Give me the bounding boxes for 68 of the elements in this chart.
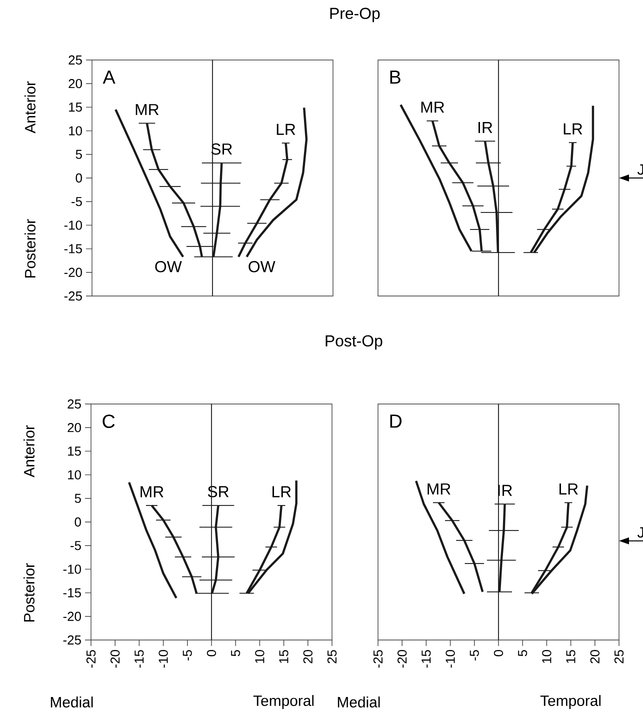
series-label: LR — [564, 123, 582, 134]
annotation: B — [390, 70, 400, 84]
y-tick-label: -15 — [64, 244, 82, 254]
series-label: MR — [428, 483, 450, 494]
x-tick-label: 5 — [231, 650, 240, 656]
x-tick-label: 15 — [566, 650, 576, 663]
text: Anterior — [24, 81, 36, 134]
series-label: LR — [560, 483, 578, 494]
x-tick-label: -15 — [422, 650, 431, 668]
y-tick-label: 25 — [68, 55, 82, 65]
x-tick-label: -15 — [134, 650, 144, 668]
y-tick-label: -5 — [72, 197, 82, 206]
y-tick-label: 0 — [76, 173, 82, 183]
y-tick-label: -25 — [63, 635, 81, 645]
series-label: MR — [140, 486, 164, 498]
y-tick-label: 25 — [68, 399, 81, 409]
x-tick-label: 0 — [206, 650, 216, 656]
series-label: OW — [155, 261, 182, 272]
y-tick-label: 15 — [68, 446, 81, 456]
x-tick-label: 10 — [542, 650, 552, 663]
y-tick-label: 5 — [76, 150, 82, 159]
x-tick-label: -5 — [470, 650, 479, 660]
x-tick-label: -5 — [182, 650, 192, 660]
y-tick-label: -10 — [64, 220, 82, 230]
series-label: LR — [276, 124, 296, 135]
x-tick-label: 20 — [590, 650, 600, 664]
y-tick-label: -20 — [64, 268, 82, 277]
text: Anterior — [24, 425, 34, 478]
x-tick-label: -20 — [398, 650, 407, 668]
y-tick-label: 10 — [69, 126, 82, 136]
y-tick-label: -20 — [63, 612, 81, 621]
annotation: A — [102, 70, 116, 84]
series-label: LR — [272, 486, 291, 498]
x-tick-label: -10 — [158, 650, 168, 668]
x-tick-label: 5 — [518, 650, 528, 656]
y-tick-label: 0 — [74, 517, 81, 527]
x-tick-label: -25 — [373, 650, 383, 668]
y-tick-label: -25 — [64, 291, 82, 301]
text: Posterior — [24, 219, 36, 278]
y-tick-label: 20 — [68, 79, 82, 88]
text: Posterior — [24, 563, 34, 622]
chart-title: Pre-Op — [330, 8, 380, 22]
text: Temporal — [253, 695, 314, 709]
series-label: MR — [421, 102, 444, 113]
series-label: IR — [478, 122, 492, 133]
x-tick-label: -20 — [110, 650, 120, 668]
y-tick-label: -5 — [70, 541, 81, 550]
x-tick-label: 25 — [327, 650, 337, 664]
y-tick-label: 10 — [68, 470, 81, 480]
x-tick-label: 25 — [614, 650, 624, 664]
series-label: OW — [248, 261, 276, 272]
annotation: D — [390, 414, 402, 428]
text: Temporal — [540, 695, 601, 709]
annotation: C — [102, 414, 115, 428]
x-tick-label: 10 — [255, 650, 264, 663]
x-tick-label: 0 — [494, 650, 504, 656]
y-tick-label: 20 — [68, 423, 81, 432]
y-tick-label: 15 — [69, 102, 82, 112]
chart-title: Post-Op — [326, 335, 382, 350]
y-tick-label: -15 — [63, 588, 81, 598]
y-tick-label: -10 — [63, 564, 81, 574]
y-tick-label: 5 — [74, 494, 81, 503]
text: Medial — [338, 696, 380, 708]
text: Medial — [50, 696, 93, 708]
series-label: MR — [136, 104, 159, 116]
x-tick-label: 20 — [303, 650, 312, 664]
x-tick-label: -10 — [446, 650, 455, 668]
x-tick-label: 15 — [279, 650, 288, 663]
